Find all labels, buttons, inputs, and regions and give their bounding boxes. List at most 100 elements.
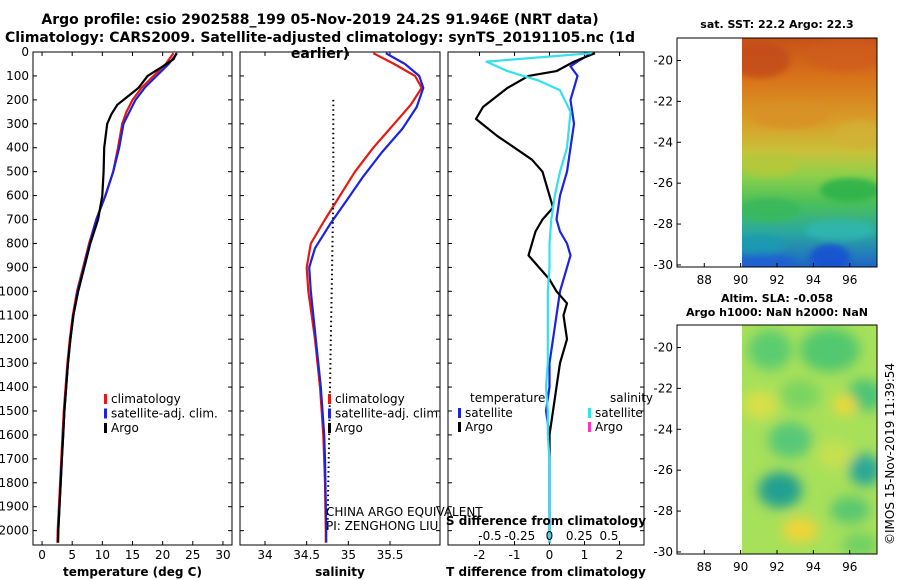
x-tick-label: -2 — [474, 548, 486, 562]
y-tick-label: 200 — [6, 93, 29, 107]
y-tick-label: 1000 — [0, 284, 29, 298]
diff-legend-salinity-title: salinity — [610, 391, 653, 405]
sla-map-x-tick-label: 92 — [769, 560, 784, 574]
diff-temperature-argo-line — [474, 52, 596, 543]
diff-legend-t-argo-label: Argo — [465, 420, 493, 434]
x-tick-label: 2 — [616, 548, 624, 562]
sla-map-x-tick-label: 90 — [733, 560, 748, 574]
sla-map-title-line1: Altim. SLA: -0.058 — [721, 292, 833, 305]
y-tick-label: 1900 — [0, 500, 29, 514]
y-tick-label: 0 — [21, 45, 29, 59]
temperature-legend-0-label: climatology — [111, 392, 181, 406]
y-tick-label: 1400 — [0, 380, 29, 394]
y-tick-label: 500 — [6, 165, 29, 179]
sla-map-y-tick-label: -30 — [653, 545, 673, 559]
salinity-satellite-line — [308, 52, 425, 543]
x-tick-label: 35 — [341, 548, 356, 562]
diff-top-tick-label: 0 — [546, 529, 554, 543]
temperature-argo-line — [56, 52, 178, 543]
x-tick-label: 15 — [125, 548, 140, 562]
diff-legend-s-argo-label: Argo — [595, 420, 623, 434]
x-tick-label: 25 — [185, 548, 200, 562]
chart-title-line1: Argo profile: csio 2902588_199 05-Nov-20… — [41, 12, 599, 28]
sla-map-x-tick-label: 94 — [806, 560, 821, 574]
y-tick-label: 700 — [6, 213, 29, 227]
sst-map-y-tick-label: -24 — [653, 135, 673, 149]
x-tick-label: 34.5 — [293, 548, 320, 562]
diff-top-tick-label: 0.5 — [599, 529, 618, 543]
x-tick-label: 34 — [257, 548, 272, 562]
diff-x-axis-label: T difference from climatology — [446, 565, 646, 579]
sst-map-x-tick-label: 92 — [769, 273, 784, 287]
sla-map-y-tick-label: -20 — [653, 340, 673, 354]
sla-map-y-tick-label: -28 — [653, 504, 673, 518]
temperature-legend-2-label: Argo — [111, 421, 139, 435]
sla-map-y-tick-label: -22 — [653, 381, 673, 395]
x-tick-label: 1 — [581, 548, 589, 562]
diff-top-tick-label: -0.5 — [478, 529, 501, 543]
y-tick-label: 1700 — [0, 452, 29, 466]
diff-legend-s-argo-swatch — [588, 422, 591, 432]
x-tick-label: 30 — [215, 548, 230, 562]
sla-texture — [742, 328, 877, 554]
temperature-climatology-line — [56, 52, 175, 543]
x-tick-label: 5 — [68, 548, 76, 562]
sst-map-x-tick-label: 88 — [697, 273, 712, 287]
sla-heatmap — [742, 325, 877, 554]
sla-map-y-tick-label: -26 — [653, 463, 673, 477]
salinity-legend-2-label: Argo — [335, 421, 363, 435]
diff-legend-s-satellite-label: satellite — [595, 406, 643, 420]
diff-legend-t-satellite-label: satellite — [465, 406, 513, 420]
diff-salinity-satellite-line — [485, 52, 592, 543]
sla-map-x-tick-label: 88 — [697, 560, 712, 574]
x-tick-label: 10 — [95, 548, 110, 562]
salinity-legend-1-label: satellite-adj. clim. — [335, 407, 442, 421]
sla-map-y-tick-label: -24 — [653, 422, 673, 436]
pi-line-1: CHINA ARGO EQUIVALENT — [326, 505, 483, 519]
y-tick-label: 1200 — [0, 332, 29, 346]
sst-map-y-tick-label: -20 — [653, 53, 673, 67]
pi-line-2: PI: ZENGHONG LIU — [326, 519, 438, 533]
temperature-x-axis-label: temperature (deg C) — [63, 565, 202, 579]
copyright-footer: ©IMOS 15-Nov-2019 11:39:54 — [883, 363, 897, 545]
chart-title-line2: Climatology: CARS2009. Satellite-adjuste… — [4, 30, 636, 62]
sst-map-x-tick-label: 90 — [733, 273, 748, 287]
sst-map-x-tick-label: 94 — [806, 273, 821, 287]
panel-3-frame — [447, 51, 645, 546]
salinity-argo-line — [326, 99, 335, 531]
diff-legend-s-satellite-swatch — [588, 408, 591, 418]
sst-map-y-tick-label: -30 — [653, 258, 673, 272]
diff-top-tick-label: -0.25 — [504, 529, 535, 543]
temperature-legend-1-swatch — [104, 408, 107, 419]
sla-map-x-tick-label: 96 — [842, 560, 857, 574]
temperature-legend-1-label: satellite-adj. clim. — [111, 407, 218, 421]
diff-top-axis-label: S difference from climatology — [446, 514, 646, 528]
y-tick-label: 400 — [6, 141, 29, 155]
y-tick-label: 100 — [6, 69, 29, 83]
panel-1-frame — [32, 51, 233, 546]
sst-texture — [742, 39, 877, 267]
y-tick-label: 1100 — [0, 308, 29, 322]
y-tick-label: 1600 — [0, 428, 29, 442]
diff-legend-t-argo-swatch — [458, 422, 461, 432]
x-tick-label: 0 — [38, 548, 46, 562]
sst-map-y-tick-label: -22 — [653, 94, 673, 108]
sst-map-title: sat. SST: 22.2 Argo: 22.3 — [700, 18, 853, 31]
diff-top-tick-label: 0.25 — [566, 529, 593, 543]
salinity-legend-0-label: climatology — [335, 392, 405, 406]
y-tick-label: 1300 — [0, 356, 29, 370]
salinity-legend-1-swatch — [328, 408, 331, 419]
salinity-legend-2-swatch — [328, 423, 331, 433]
y-tick-label: 600 — [6, 189, 29, 203]
x-tick-label: 0 — [546, 548, 554, 562]
y-tick-label: 900 — [6, 260, 29, 274]
x-tick-label: 20 — [155, 548, 170, 562]
sst-map-y-tick-label: -26 — [653, 176, 673, 190]
x-tick-label: -1 — [509, 548, 521, 562]
y-tick-label: 1500 — [0, 404, 29, 418]
panel-2-frame — [239, 51, 441, 546]
x-tick-label: 35.5 — [377, 548, 404, 562]
y-tick-label: 300 — [6, 117, 29, 131]
y-tick-label: 2000 — [0, 524, 29, 538]
